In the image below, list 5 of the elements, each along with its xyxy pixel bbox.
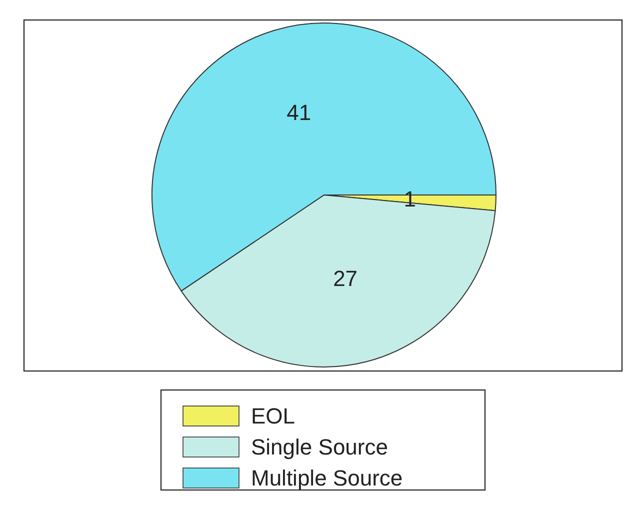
legend-label: Multiple Source xyxy=(251,466,403,490)
legend-label: Single Source xyxy=(251,434,388,460)
data-label: 27 xyxy=(333,266,358,291)
legend-label: EOL xyxy=(251,404,296,428)
data-label: 41 xyxy=(286,100,312,126)
